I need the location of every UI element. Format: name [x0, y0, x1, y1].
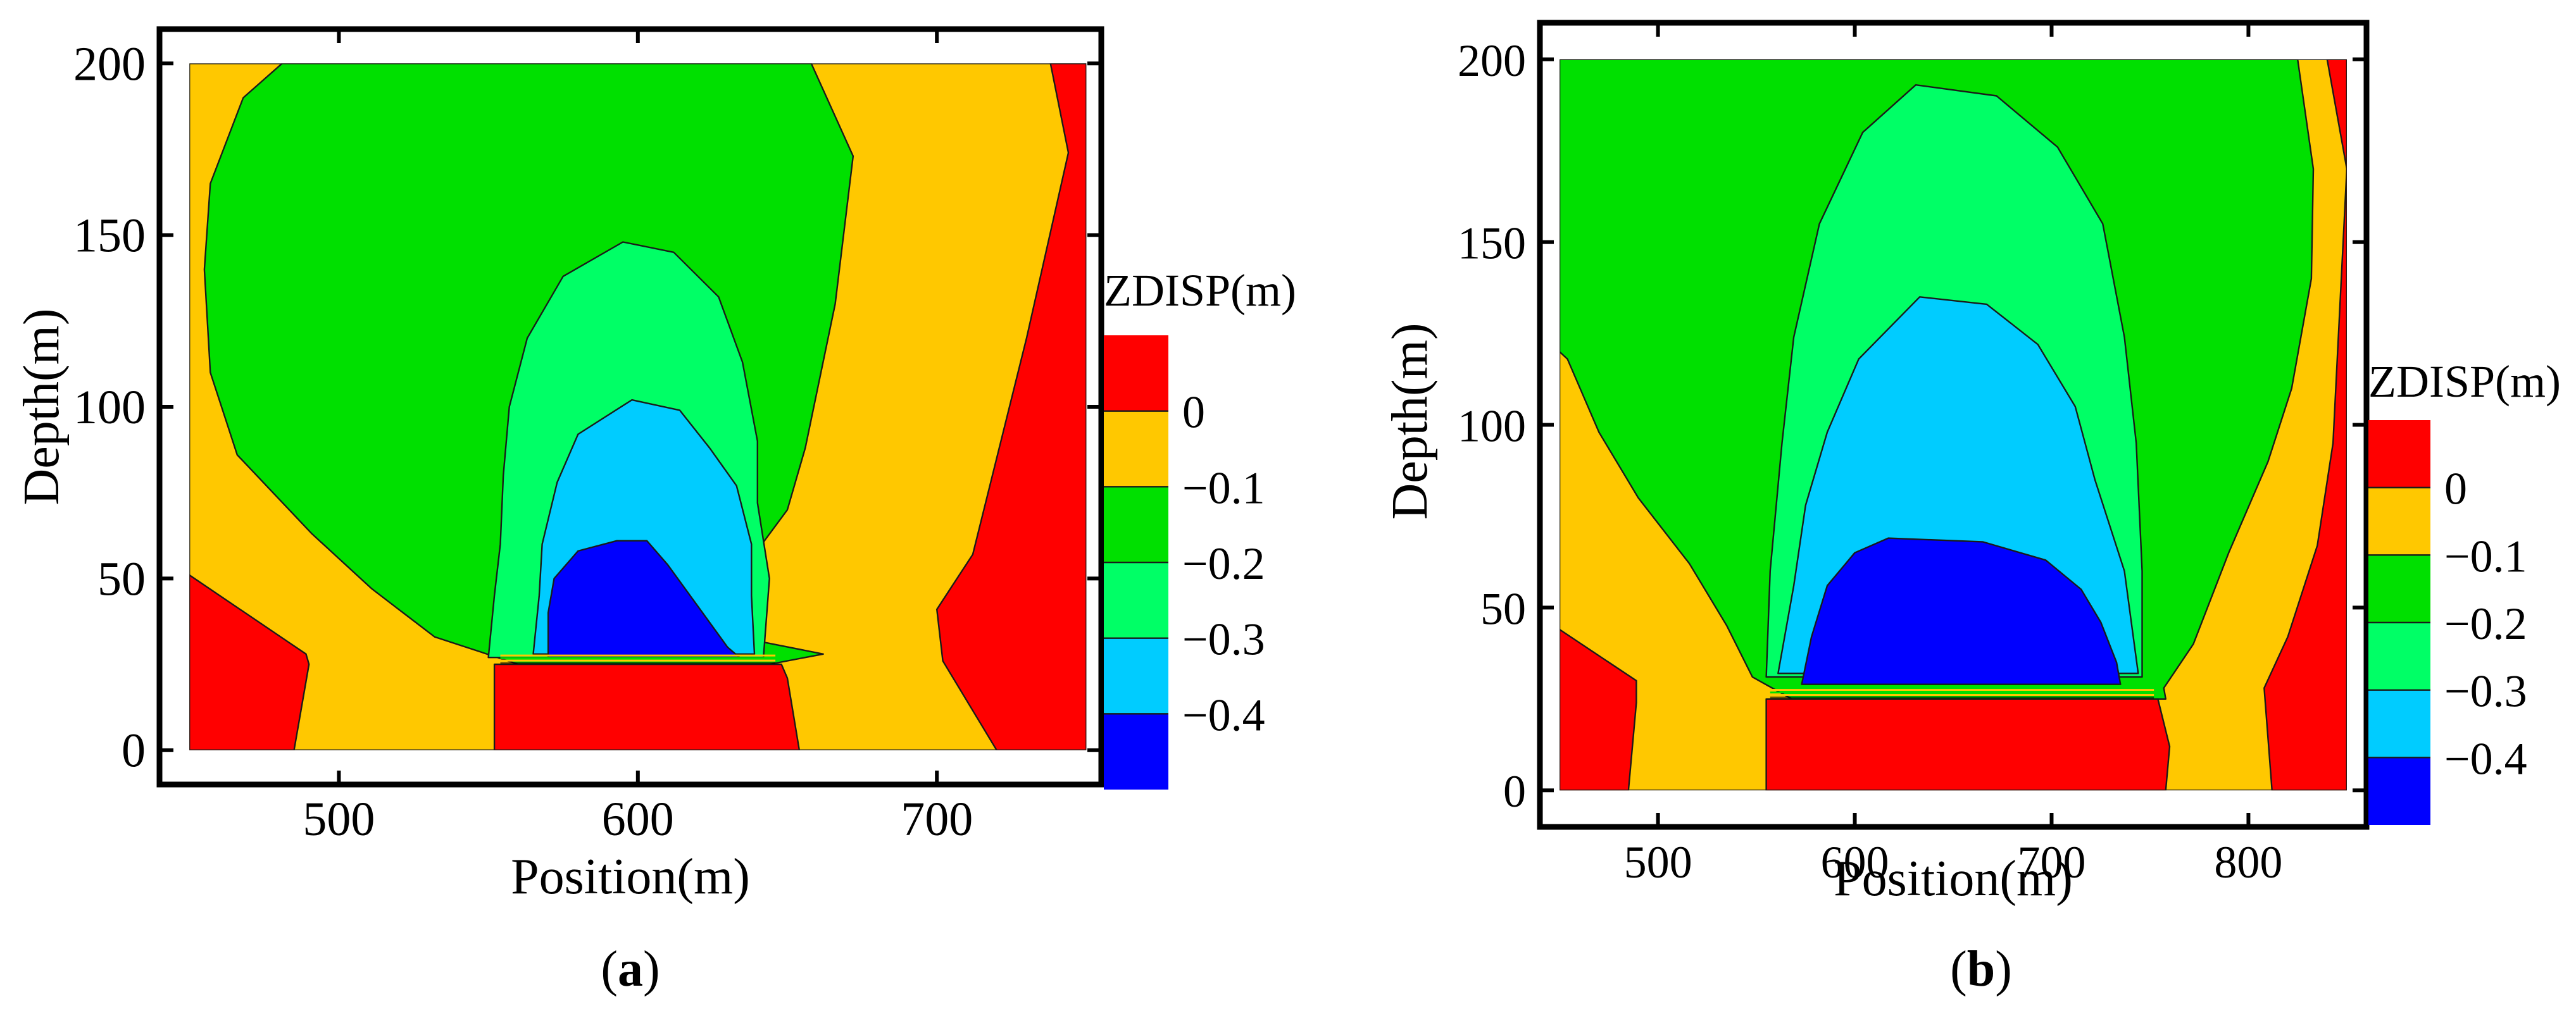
contour-band	[500, 657, 776, 659]
y-tick-label: 150	[73, 209, 146, 263]
panel-letter: b	[1967, 941, 1996, 997]
contour-band	[1770, 697, 2154, 699]
plot-area	[189, 63, 1087, 750]
axis-ticks: 500 600 700 800 0 50 100 150 200	[1458, 23, 2367, 888]
y-tick-label: 0	[1503, 766, 1526, 817]
x-tick-label: 600	[602, 793, 674, 846]
legend-swatch	[2368, 420, 2430, 488]
legend-label: −0.4	[1182, 690, 1265, 740]
contour-panel-b: 500 600 700 800 0 50 100 150 200 Position(m) Dep…	[1382, 20, 2561, 997]
contour-band	[500, 659, 776, 662]
axis-ticks: 500 600 700 0 50 100 150 200	[73, 29, 1101, 846]
y-tick-label: 100	[1458, 401, 1526, 452]
legend-swatch	[1104, 562, 1168, 638]
panel-letter: a	[618, 941, 643, 997]
y-tick-label: 50	[97, 552, 146, 605]
legend-label: −0.1	[1182, 462, 1265, 513]
y-tick-label: 100	[73, 381, 146, 434]
contour-band	[1765, 698, 2171, 791]
contour-band	[189, 574, 310, 750]
legend-label: 0	[1182, 387, 1205, 438]
y-tick-label: 50	[1480, 583, 1526, 634]
legend-swatch	[1104, 638, 1168, 714]
x-axis-label: Position(m)	[511, 849, 750, 905]
contour-band	[1801, 537, 2122, 685]
x-tick-label: 700	[901, 793, 973, 846]
legend-swatch	[1104, 487, 1168, 562]
legend-label: −0.1	[2444, 531, 2527, 581]
y-tick-label: 200	[73, 37, 146, 90]
legend-swatch	[2368, 487, 2430, 555]
plot-area	[1560, 59, 2347, 791]
contour-band	[493, 663, 801, 750]
panel-label: (b)	[1950, 941, 2012, 997]
legend-label: 0	[2444, 464, 2467, 514]
x-tick-label: 600	[1821, 837, 1889, 888]
contour-band	[1770, 694, 2154, 697]
x-axis-label: Position(m)	[1834, 851, 2073, 907]
legend-swatch	[2368, 690, 2430, 758]
legend-swatch	[2368, 623, 2430, 690]
legend-label: −0.2	[2444, 599, 2527, 649]
legend-swatch	[2368, 757, 2430, 825]
contour-band	[500, 654, 776, 657]
contour-band	[500, 662, 776, 664]
contour-band	[1560, 628, 1637, 791]
x-tick-label: 500	[303, 793, 375, 846]
legend-label: −0.3	[2444, 666, 2527, 717]
legend-label: −0.2	[1182, 538, 1265, 589]
x-tick-label: 800	[2214, 837, 2282, 888]
legend-title: ZDISP(m)	[1104, 265, 1296, 316]
legend-swatch	[2368, 555, 2430, 623]
legend-title: ZDISP(m)	[2368, 356, 2561, 407]
y-tick-label: 150	[1458, 218, 1526, 269]
x-tick-label: 700	[2017, 837, 2085, 888]
y-tick-label: 200	[1458, 35, 1526, 86]
contour-panel-a: 500 600 700 0 50 100 150 200 Position(m) Depth(…	[14, 26, 1296, 997]
legend-label: −0.4	[2444, 733, 2527, 784]
y-axis-label: Depth(m)	[1382, 323, 1438, 519]
legend-label: −0.3	[1182, 614, 1265, 665]
y-axis-label: Depth(m)	[14, 308, 70, 505]
panel-label: (a)	[601, 941, 660, 997]
legend-swatch	[1104, 714, 1168, 790]
legend-swatch	[1104, 335, 1168, 411]
legend: ZDISP(m) 0 −0.1 −0.2 −0.3 −0.4	[1104, 265, 1296, 790]
x-tick-label: 500	[1624, 837, 1692, 888]
contour-band	[1770, 689, 2154, 692]
y-tick-label: 0	[122, 724, 146, 778]
contour-band	[2263, 59, 2347, 791]
contour-band	[935, 63, 1087, 750]
legend-swatch	[1104, 411, 1168, 487]
legend: ZDISP(m) 0 −0.1 −0.2 −0.3 −0.4	[2368, 356, 2561, 825]
contour-band	[1770, 692, 2154, 694]
